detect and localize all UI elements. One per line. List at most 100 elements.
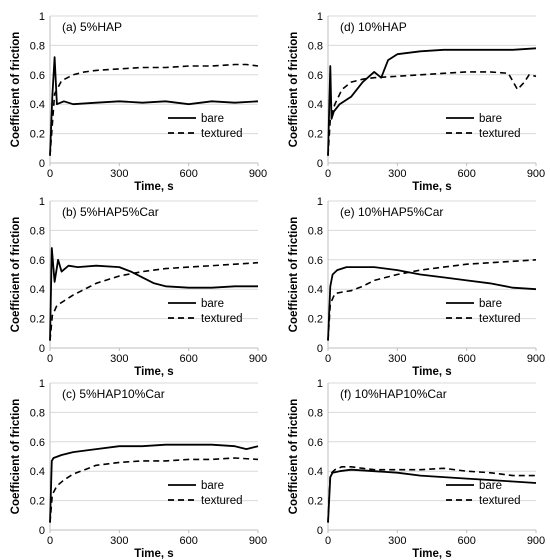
x-tick-label: 600 — [179, 535, 197, 547]
series-line-textured — [327, 71, 537, 156]
y-tick-label: 0 — [39, 158, 45, 170]
x-tick-label: 300 — [110, 168, 128, 180]
y-axis-label: Coefficient of friction — [10, 399, 22, 515]
legend-label: bare — [479, 298, 502, 310]
y-axis-label: Coefficient of friction — [288, 399, 300, 515]
y-tick-label: 0.2 — [308, 496, 323, 508]
y-tick-label: 0.6 — [30, 255, 45, 267]
y-axis-label: Coefficient of friction — [10, 217, 22, 333]
panel-title: (f) 10%HAP10%Car — [340, 387, 447, 401]
y-tick-label: 0 — [317, 343, 323, 355]
series-line-textured — [327, 259, 537, 341]
series-line-bare — [49, 56, 259, 156]
y-tick-label: 0.4 — [30, 466, 45, 478]
y-tick-label: 1 — [39, 11, 45, 23]
x-tick-label: 900 — [527, 168, 545, 180]
x-tick-label: 600 — [457, 168, 475, 180]
x-tick-label: 0 — [47, 168, 53, 180]
x-tick-label: 0 — [325, 353, 331, 365]
y-tick-label: 1 — [39, 196, 45, 208]
legend-label: textured — [201, 313, 243, 325]
y-tick-label: 0.2 — [30, 496, 45, 508]
x-tick-label: 0 — [47, 535, 53, 547]
legend-label: bare — [201, 113, 224, 125]
y-tick-label: 0 — [317, 158, 323, 170]
y-tick-label: 0.4 — [30, 284, 45, 296]
y-tick-label: 0.6 — [30, 437, 45, 449]
x-tick-label: 900 — [527, 535, 545, 547]
x-tick-label: 600 — [179, 353, 197, 365]
x-tick-label: 600 — [179, 168, 197, 180]
x-tick-label: 900 — [249, 353, 267, 365]
legend-label: textured — [201, 495, 243, 507]
y-tick-label: 0.4 — [308, 284, 323, 296]
y-tick-label: 1 — [317, 196, 323, 208]
chart-panel-3: 0 0.2 0.4 0.6 0.8 1 0 300 600 900 Time, s Coefficie… — [288, 196, 545, 378]
x-tick-label: 0 — [325, 168, 331, 180]
y-tick-label: 0.4 — [308, 99, 323, 111]
y-tick-label: 0.6 — [308, 255, 323, 267]
panel-title: (a) 5%HAP — [62, 20, 122, 34]
chart-panel-4: 0 0.2 0.4 0.6 0.8 1 0 300 600 900 Time, s Coefficie… — [10, 378, 267, 560]
legend-label: textured — [479, 313, 521, 325]
y-tick-label: 0.2 — [308, 129, 323, 141]
x-axis-label: Time, s — [412, 181, 451, 193]
legend-label: bare — [479, 480, 502, 492]
series-line-textured — [49, 261, 259, 341]
y-tick-label: 0.6 — [30, 70, 45, 82]
y-tick-label: 0.2 — [30, 314, 45, 326]
x-tick-label: 900 — [249, 535, 267, 547]
x-tick-label: 300 — [388, 168, 406, 180]
legend-label: textured — [479, 495, 521, 507]
panel-title: (e) 10%HAP5%Car — [340, 205, 443, 219]
series-line-textured — [49, 63, 259, 156]
y-axis-label: Coefficient of friction — [288, 217, 300, 333]
series-line-textured — [49, 457, 259, 523]
x-axis-label: Time, s — [412, 366, 451, 378]
y-tick-label: 0 — [39, 343, 45, 355]
y-tick-label: 0.8 — [30, 40, 45, 52]
y-tick-label: 0.8 — [308, 407, 323, 419]
x-tick-label: 600 — [457, 353, 475, 365]
x-tick-label: 300 — [388, 353, 406, 365]
legend-label: bare — [201, 480, 224, 492]
panel-title: (c) 5%HAP10%Car — [62, 387, 165, 401]
y-tick-label: 0.6 — [308, 437, 323, 449]
x-tick-label: 900 — [249, 168, 267, 180]
y-tick-label: 0.2 — [308, 314, 323, 326]
x-tick-label: 0 — [325, 535, 331, 547]
chart-panel-5: 0 0.2 0.4 0.6 0.8 1 0 300 600 900 Time, s Coefficie… — [288, 378, 545, 560]
legend-label: textured — [201, 128, 243, 140]
y-tick-label: 1 — [39, 378, 45, 390]
x-tick-label: 300 — [110, 353, 128, 365]
chart-panel-0: 0 0.2 0.4 0.6 0.8 1 0 300 600 900 Time, s Coefficie… — [10, 11, 267, 193]
x-axis-label: Time, s — [412, 548, 451, 560]
y-tick-label: 0 — [317, 525, 323, 537]
y-tick-label: 0.8 — [308, 225, 323, 237]
y-tick-label: 0.8 — [30, 407, 45, 419]
legend-label: textured — [479, 128, 521, 140]
panel-title: (d) 10%HAP — [340, 20, 407, 34]
y-tick-label: 0.4 — [30, 99, 45, 111]
series-line-bare — [49, 247, 258, 341]
y-tick-label: 0.6 — [308, 70, 323, 82]
legend-label: bare — [479, 113, 502, 125]
chart-panel-2: 0 0.2 0.4 0.6 0.8 1 0 300 600 900 Time, s Coefficie… — [10, 196, 267, 378]
x-tick-label: 600 — [457, 535, 475, 547]
x-axis-label: Time, s — [134, 181, 173, 193]
series-line-bare — [49, 443, 259, 523]
chart-panel-1: 0 0.2 0.4 0.6 0.8 1 0 300 600 900 Time, s Coefficie… — [288, 11, 545, 193]
x-tick-label: 300 — [110, 535, 128, 547]
legend-label: bare — [201, 298, 224, 310]
y-tick-label: 0.8 — [30, 225, 45, 237]
y-axis-label: Coefficient of friction — [10, 32, 22, 148]
x-axis-label: Time, s — [134, 366, 173, 378]
x-tick-label: 0 — [47, 353, 53, 365]
x-tick-label: 900 — [527, 353, 545, 365]
y-tick-label: 0.8 — [308, 40, 323, 52]
y-tick-label: 0.2 — [30, 129, 45, 141]
panel-title: (b) 5%HAP5%Car — [62, 205, 159, 219]
x-axis-label: Time, s — [134, 548, 173, 560]
x-tick-label: 300 — [388, 535, 406, 547]
